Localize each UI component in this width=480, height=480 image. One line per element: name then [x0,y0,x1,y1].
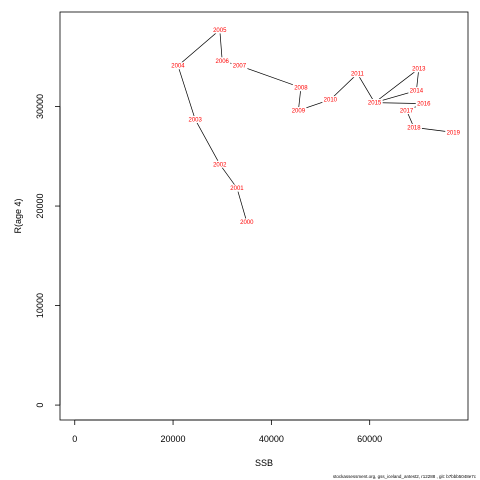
point-label: 2016 [417,102,431,108]
point-label: 2004 [171,64,185,70]
y-tick-label: 30000 [35,94,45,119]
point-label: 2002 [213,162,227,168]
point-label-bg [410,65,427,73]
point-label-bg [290,107,307,115]
point-label-bg [292,84,309,92]
plot-frame [59,11,469,421]
y-tick-label: 0 [35,403,45,408]
point-label: 2003 [189,117,203,123]
point-label: 2013 [412,67,426,73]
point-label-bg [211,160,228,168]
point-label-bg [349,70,366,78]
point-label: 2015 [368,101,382,107]
point-label: 2000 [240,220,254,226]
point-label: 2006 [216,59,230,65]
point-label: 2011 [351,72,365,78]
point-label: 2014 [410,89,424,95]
point-label: 2008 [294,86,308,92]
point-label-bg [445,128,462,136]
point-label-bg [214,57,231,65]
point-label: 2005 [213,28,227,34]
point-label: 2019 [447,130,461,136]
point-label-bg [231,62,248,70]
point-label: 2009 [292,109,306,115]
point-label-bg [238,218,255,226]
point-label-bg [322,96,339,104]
x-tick-label: 60000 [357,434,382,444]
point-label-bg [366,99,383,107]
point-label-bg [398,107,415,115]
series-line [177,29,454,223]
x-axis-label: SSB [255,458,273,468]
x-axis: 0 20000 40000 60000 [72,419,382,444]
point-label: 2017 [400,109,414,115]
point-label-bg [405,123,422,131]
y-axis-label: R(age 4) [13,198,23,233]
point-label-bg [228,184,245,192]
x-tick-label: 20000 [161,434,186,444]
point-label-bg [187,115,204,123]
footer-credit: stockassessment.org, gss_iceland_antest2… [333,474,477,479]
point-label: 2001 [230,186,244,192]
x-tick-label: 40000 [259,434,284,444]
y-tick-label: 20000 [35,194,45,219]
point-label: 2007 [233,64,247,70]
point-label-bg [169,62,186,70]
point-label: 2018 [407,125,421,131]
point-label-bg [211,26,228,34]
point-label-bg [408,87,425,95]
point-label-bg [415,100,432,108]
x-tick-label: 0 [72,434,77,444]
y-axis: 0 10000 20000 30000 [35,94,61,408]
point-label: 2010 [324,98,338,104]
y-tick-label: 10000 [35,293,45,318]
